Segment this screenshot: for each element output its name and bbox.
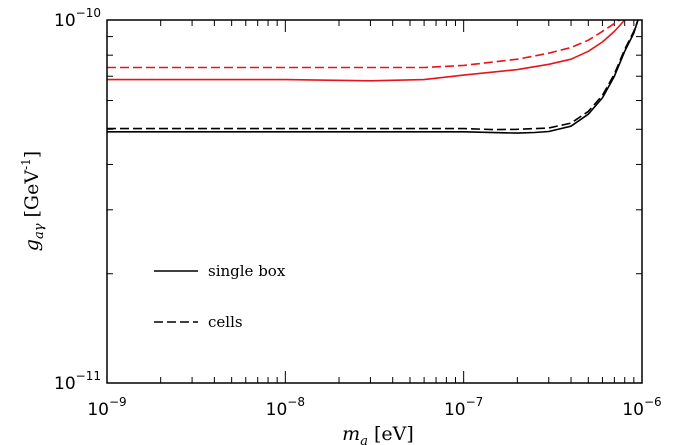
y-tick-label-base: 10 [54, 11, 76, 31]
x-tick-label-base: 10 [266, 400, 288, 420]
y-axis-label-base: g [21, 239, 43, 251]
series-line-red-solid [107, 20, 626, 82]
y-tick-label-exp: −10 [76, 6, 101, 20]
x-tick-label: 10−7 [444, 395, 483, 420]
y-tick-label-base: 10 [54, 374, 76, 394]
x-axis-label: ma [eV] [342, 423, 414, 445]
y-tick-label: 10−11 [54, 369, 101, 394]
x-tick-label-exp: −7 [466, 395, 484, 409]
series-line-black-solid [107, 20, 639, 134]
y-axis-label: gaγ [GeV-1] [19, 151, 47, 251]
x-axis-label-base: m [342, 423, 360, 445]
x-tick-label-exp: −9 [109, 395, 127, 409]
plot-frame [106, 19, 643, 384]
y-tick-label: 10−10 [54, 6, 101, 31]
x-tick-label-base: 10 [444, 400, 466, 420]
x-tick-label-exp: −6 [644, 395, 662, 409]
series-line-red-dashed [107, 20, 621, 69]
x-tick-label: 10−8 [266, 395, 305, 420]
y-axis-label-unit: [GeV [21, 170, 43, 224]
x-tick-label-base: 10 [87, 400, 109, 420]
y-axis-label-unit-exp: -1 [19, 158, 33, 170]
x-tick-label-exp: −8 [287, 395, 305, 409]
x-tick-label-base: 10 [622, 400, 644, 420]
legend-label: single box [208, 262, 286, 280]
legend: single box cells [154, 262, 286, 331]
axis-ticks [106, 20, 642, 384]
x-tick-label: 10−9 [87, 395, 126, 420]
x-axis-label-sub: a [360, 434, 368, 445]
y-axis-label-unit-close: ] [21, 151, 43, 158]
y-axis-label-sub: aγ [32, 223, 47, 239]
series-lines [107, 20, 639, 134]
series-line-black-dashed [107, 20, 639, 131]
legend-label: cells [208, 313, 243, 331]
y-tick-label-exp: −11 [76, 369, 101, 383]
x-axis-label-unit: [eV] [368, 423, 414, 445]
x-tick-label: 10−6 [622, 395, 661, 420]
